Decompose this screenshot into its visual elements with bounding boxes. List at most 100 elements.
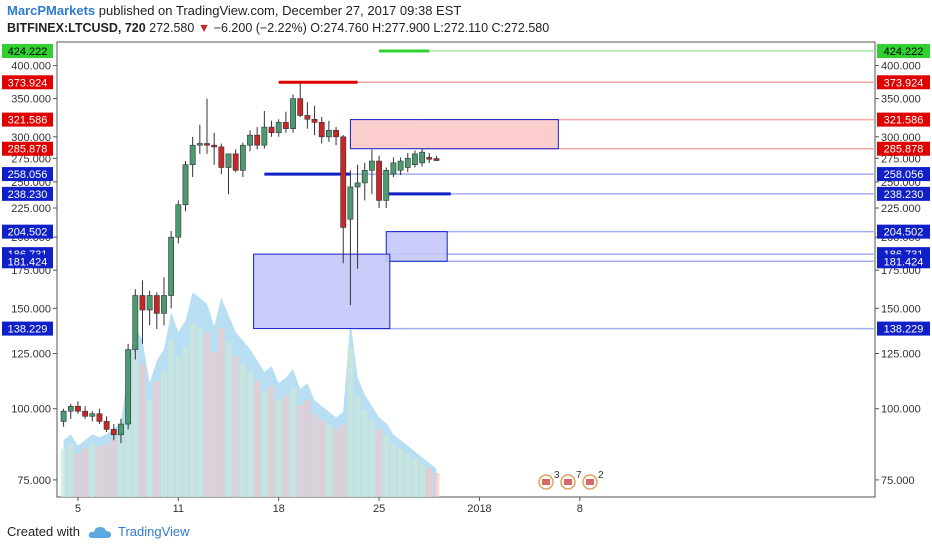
- y-tick-label-left: 100.000: [11, 404, 51, 416]
- level-badge-left: [2, 186, 53, 201]
- level-badge-left: [2, 141, 53, 156]
- y-tick-label-right: 300.000: [881, 132, 921, 144]
- volume-bar: [132, 351, 139, 497]
- publish-info: published on TradingView.com, December 2…: [98, 3, 462, 18]
- volume-bar: [354, 395, 361, 497]
- candle-body: [225, 153, 232, 168]
- y-tick-label-right: 225.000: [881, 203, 921, 215]
- chart-header-publisher: MarcPMarkets published on TradingView.co…: [7, 3, 461, 18]
- author-name[interactable]: MarcPMarkets: [7, 3, 96, 18]
- candle-body: [204, 143, 210, 146]
- level-badge-label-right: 285.878: [884, 144, 924, 156]
- volume-bar: [297, 405, 304, 497]
- candle-body: [103, 421, 110, 430]
- level-badge-label-right: 204.502: [884, 227, 924, 239]
- volume-bar: [347, 347, 354, 497]
- y-tick-label-right: 275.000: [881, 153, 921, 165]
- volume-bar: [67, 443, 74, 497]
- volume-bar: [204, 332, 210, 497]
- candle-body: [325, 129, 332, 138]
- volume-bar: [232, 356, 239, 497]
- volume-bar: [182, 347, 189, 497]
- volume-bar: [254, 380, 261, 497]
- volume-bar: [275, 400, 282, 497]
- volume-bar: [110, 438, 117, 497]
- y-tick-label-right: 400.000: [881, 61, 921, 73]
- level-badge-label-left: 181.424: [8, 256, 48, 268]
- event-count: 2: [598, 470, 604, 481]
- candle-body: [390, 162, 397, 175]
- x-tick-label: 2018: [467, 503, 491, 515]
- candle-body: [354, 182, 361, 188]
- event-flag-icon: [542, 479, 550, 485]
- x-tick-label: 8: [577, 503, 583, 515]
- event-count: 3: [554, 470, 560, 481]
- volume-bar: [376, 429, 383, 497]
- level-badge-label-left: 238.230: [8, 189, 48, 201]
- candle-body: [275, 122, 282, 134]
- candle-body: [232, 153, 239, 171]
- volume-bar: [160, 371, 167, 497]
- y-tick-label-left: 350.000: [11, 94, 51, 106]
- volume-bar: [96, 446, 103, 497]
- level-badge-left: [2, 224, 53, 239]
- x-tick-label: 18: [273, 503, 285, 515]
- level-badge-left: [2, 321, 53, 336]
- candle-body: [376, 160, 382, 201]
- volume-bar: [368, 419, 375, 497]
- volume-bar: [82, 448, 89, 497]
- volume-bar: [211, 351, 218, 497]
- volume-bar: [218, 327, 225, 497]
- volume-bar: [168, 339, 175, 497]
- y-tick-label-left: 225.000: [11, 203, 51, 215]
- candle-body: [433, 158, 440, 161]
- candle-body: [161, 295, 167, 314]
- candle-body: [412, 153, 418, 166]
- level-badge-left: [2, 44, 53, 59]
- candle-body: [110, 429, 117, 436]
- level-badge-label-right: 321.586: [884, 115, 924, 127]
- zone-rect: [349, 119, 559, 150]
- volume-bar: [125, 388, 132, 497]
- volume-bar: [411, 458, 418, 497]
- event-flag-icon: [586, 479, 594, 485]
- y-tick-label-right: 75.000: [881, 475, 915, 487]
- candle-body: [426, 157, 433, 160]
- volume-bar: [333, 429, 340, 497]
- candle-body: [361, 170, 368, 184]
- volume-bar: [397, 448, 404, 497]
- candle-body: [347, 186, 354, 220]
- level-badge-label-left: 424.222: [8, 46, 48, 58]
- level-badge-label-right: 138.229: [884, 324, 924, 336]
- y-tick-label-right: 125.000: [881, 348, 921, 360]
- level-badge-left: [2, 254, 53, 269]
- price-change: −6.200 (−2.22%): [213, 21, 307, 35]
- volume-bar: [304, 400, 311, 497]
- level-badge-right: [877, 321, 930, 336]
- candle-body: [340, 136, 347, 228]
- candle-body: [153, 295, 160, 314]
- volume-bar: [225, 342, 232, 497]
- level-badge-label-right: 373.924: [884, 77, 924, 89]
- candle-body: [139, 295, 146, 311]
- close-value: C:272.580: [491, 21, 550, 35]
- y-tick-label-left: 275.000: [11, 153, 51, 165]
- candle-body: [211, 144, 218, 148]
- last-price: 272.580: [149, 21, 195, 35]
- candle-body: [118, 423, 124, 436]
- level-badge-label-left: 321.586: [8, 115, 48, 127]
- created-with-label: Created with: [7, 524, 80, 539]
- volume-bar: [117, 434, 124, 497]
- y-tick-label-left: 125.000: [11, 348, 51, 360]
- volume-bar: [89, 443, 96, 497]
- volume-bar: [361, 409, 368, 497]
- volume-bar: [261, 390, 268, 497]
- tradingview-link[interactable]: TradingView: [117, 524, 190, 539]
- candle-body: [311, 118, 318, 123]
- level-badge-right: [877, 141, 930, 156]
- volume-bar: [175, 356, 182, 497]
- volume-bar: [390, 443, 397, 497]
- y-tick-label-left: 150.000: [11, 303, 51, 315]
- event-count: 7: [576, 470, 582, 481]
